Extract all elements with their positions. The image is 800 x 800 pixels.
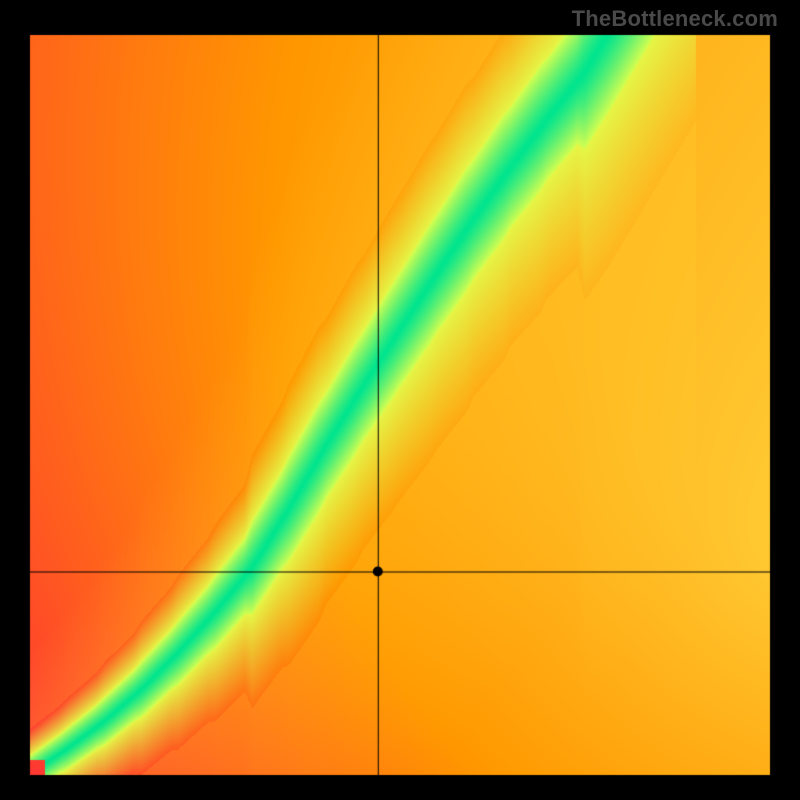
heatmap-canvas: [0, 0, 800, 800]
chart-container: TheBottleneck.com: [0, 0, 800, 800]
watermark-text: TheBottleneck.com: [572, 6, 778, 32]
